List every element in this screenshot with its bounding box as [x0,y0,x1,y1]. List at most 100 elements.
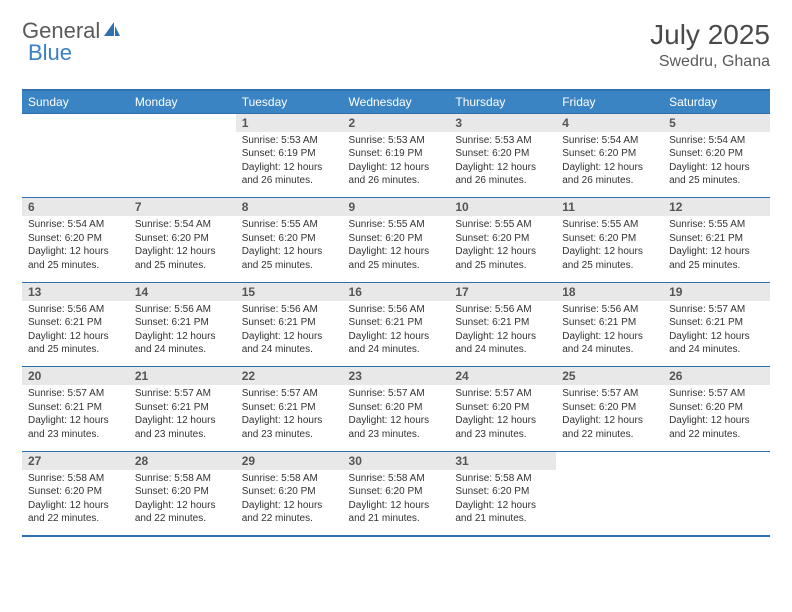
daylight-text: Daylight: 12 hours and 24 minutes. [242,330,337,357]
day-number: 25 [556,367,663,386]
sunset-text: Sunset: 6:21 PM [28,401,123,415]
daylight-text: Daylight: 12 hours and 26 minutes. [349,161,444,188]
sunrise-text: Sunrise: 5:57 AM [28,387,123,401]
sunrise-text: Sunrise: 5:55 AM [562,218,657,232]
sunset-text: Sunset: 6:19 PM [349,147,444,161]
sunset-text: Sunset: 6:21 PM [135,401,230,415]
day-number: 18 [556,282,663,301]
sunset-text: Sunset: 6:20 PM [562,232,657,246]
daylight-text: Daylight: 12 hours and 22 minutes. [562,414,657,441]
location-text: Swedru, Ghana [650,53,770,71]
sunrise-text: Sunrise: 5:57 AM [455,387,550,401]
sunrise-text: Sunrise: 5:57 AM [562,387,657,401]
daylight-text: Daylight: 12 hours and 24 minutes. [349,330,444,357]
day-detail: Sunrise: 5:57 AMSunset: 6:20 PMDaylight:… [663,385,770,451]
day-detail: Sunrise: 5:58 AMSunset: 6:20 PMDaylight:… [449,470,556,536]
day-detail: Sunrise: 5:56 AMSunset: 6:21 PMDaylight:… [129,301,236,367]
dow-sunday: Sunday [22,90,129,114]
day-detail: Sunrise: 5:58 AMSunset: 6:20 PMDaylight:… [129,470,236,536]
sunrise-text: Sunrise: 5:54 AM [669,134,764,148]
day-number: 17 [449,282,556,301]
sunset-text: Sunset: 6:21 PM [135,316,230,330]
daylight-text: Daylight: 12 hours and 25 minutes. [135,245,230,272]
sunrise-text: Sunrise: 5:56 AM [455,303,550,317]
sunset-text: Sunset: 6:20 PM [455,401,550,415]
sunset-text: Sunset: 6:20 PM [349,232,444,246]
sunset-text: Sunset: 6:20 PM [669,147,764,161]
calendar-table: Sunday Monday Tuesday Wednesday Thursday… [22,89,770,537]
daylight-text: Daylight: 12 hours and 24 minutes. [562,330,657,357]
sunset-text: Sunset: 6:20 PM [349,401,444,415]
daylight-text: Daylight: 12 hours and 22 minutes. [28,499,123,526]
sunrise-text: Sunrise: 5:53 AM [349,134,444,148]
day-detail: Sunrise: 5:57 AMSunset: 6:21 PMDaylight:… [22,385,129,451]
daylight-text: Daylight: 12 hours and 23 minutes. [242,414,337,441]
sunset-text: Sunset: 6:20 PM [135,232,230,246]
brand-sail-icon [102,20,122,42]
day-detail: Sunrise: 5:57 AMSunset: 6:21 PMDaylight:… [663,301,770,367]
sunrise-text: Sunrise: 5:54 AM [135,218,230,232]
dow-saturday: Saturday [663,90,770,114]
sunrise-text: Sunrise: 5:57 AM [135,387,230,401]
daynum-row: 6789101112 [22,198,770,217]
sunset-text: Sunset: 6:21 PM [455,316,550,330]
dow-thursday: Thursday [449,90,556,114]
day-detail: Sunrise: 5:55 AMSunset: 6:21 PMDaylight:… [663,216,770,282]
detail-row: Sunrise: 5:53 AMSunset: 6:19 PMDaylight:… [22,132,770,198]
day-detail [556,470,663,536]
sunrise-text: Sunrise: 5:54 AM [562,134,657,148]
day-detail: Sunrise: 5:55 AMSunset: 6:20 PMDaylight:… [556,216,663,282]
sunset-text: Sunset: 6:21 PM [349,316,444,330]
day-number [129,113,236,132]
sunrise-text: Sunrise: 5:58 AM [349,472,444,486]
sunset-text: Sunset: 6:20 PM [455,232,550,246]
dow-friday: Friday [556,90,663,114]
daylight-text: Daylight: 12 hours and 22 minutes. [669,414,764,441]
day-detail: Sunrise: 5:57 AMSunset: 6:21 PMDaylight:… [129,385,236,451]
sunset-text: Sunset: 6:20 PM [242,485,337,499]
day-detail: Sunrise: 5:54 AMSunset: 6:20 PMDaylight:… [663,132,770,198]
day-number: 3 [449,113,556,132]
day-number: 23 [343,367,450,386]
day-detail: Sunrise: 5:56 AMSunset: 6:21 PMDaylight:… [556,301,663,367]
sunrise-text: Sunrise: 5:56 AM [349,303,444,317]
sunset-text: Sunset: 6:20 PM [28,232,123,246]
day-number [663,451,770,470]
day-number: 19 [663,282,770,301]
dow-wednesday: Wednesday [343,90,450,114]
header: General Blue July 2025 Swedru, Ghana [22,20,770,71]
sunrise-text: Sunrise: 5:56 AM [135,303,230,317]
day-number: 30 [343,451,450,470]
day-detail: Sunrise: 5:57 AMSunset: 6:21 PMDaylight:… [236,385,343,451]
day-detail [663,470,770,536]
day-number: 26 [663,367,770,386]
daylight-text: Daylight: 12 hours and 21 minutes. [349,499,444,526]
dow-tuesday: Tuesday [236,90,343,114]
day-number: 7 [129,198,236,217]
sunrise-text: Sunrise: 5:53 AM [242,134,337,148]
detail-row: Sunrise: 5:54 AMSunset: 6:20 PMDaylight:… [22,216,770,282]
sunset-text: Sunset: 6:21 PM [242,401,337,415]
daylight-text: Daylight: 12 hours and 24 minutes. [135,330,230,357]
day-number: 6 [22,198,129,217]
sunset-text: Sunset: 6:21 PM [669,316,764,330]
sunset-text: Sunset: 6:21 PM [669,232,764,246]
sunrise-text: Sunrise: 5:55 AM [242,218,337,232]
sunset-text: Sunset: 6:21 PM [242,316,337,330]
page-title: July 2025 [650,20,770,51]
sunrise-text: Sunrise: 5:56 AM [562,303,657,317]
dow-monday: Monday [129,90,236,114]
brand-word1: General [22,20,100,42]
calendar-body: 12345Sunrise: 5:53 AMSunset: 6:19 PMDayl… [22,113,770,536]
sunrise-text: Sunrise: 5:58 AM [135,472,230,486]
sunset-text: Sunset: 6:20 PM [349,485,444,499]
day-detail: Sunrise: 5:56 AMSunset: 6:21 PMDaylight:… [236,301,343,367]
daynum-row: 2728293031 [22,451,770,470]
daylight-text: Daylight: 12 hours and 26 minutes. [455,161,550,188]
day-number: 14 [129,282,236,301]
daylight-text: Daylight: 12 hours and 25 minutes. [669,161,764,188]
sunrise-text: Sunrise: 5:54 AM [28,218,123,232]
day-detail: Sunrise: 5:54 AMSunset: 6:20 PMDaylight:… [129,216,236,282]
day-detail: Sunrise: 5:58 AMSunset: 6:20 PMDaylight:… [22,470,129,536]
sunset-text: Sunset: 6:20 PM [135,485,230,499]
